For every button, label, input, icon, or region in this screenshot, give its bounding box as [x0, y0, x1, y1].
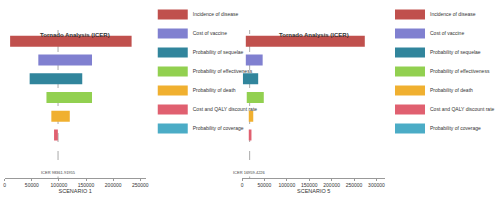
svg-text:Probability of coverage: Probability of coverage [430, 125, 481, 131]
svg-text:Probability of coverage: Probability of coverage [193, 125, 244, 131]
svg-text:300000: 300000 [368, 182, 385, 188]
svg-text:200000: 200000 [105, 182, 122, 188]
svg-text:Probability of effectiveness: Probability of effectiveness [430, 68, 490, 74]
svg-text:ICER 98361.91955: ICER 98361.91955 [41, 170, 76, 175]
svg-text:150000: 150000 [301, 182, 318, 188]
svg-text:250000: 250000 [132, 182, 149, 188]
svg-text:150000: 150000 [78, 182, 95, 188]
svg-text:Probability of death: Probability of death [193, 87, 236, 93]
svg-text:ICER 16959.4226: ICER 16959.4226 [233, 170, 266, 175]
svg-text:Cost of vaccine: Cost of vaccine [430, 30, 464, 36]
svg-text:50000: 50000 [25, 182, 39, 188]
svg-text:Cost of vaccine: Cost of vaccine [193, 30, 227, 36]
svg-text:0: 0 [3, 182, 6, 188]
svg-text:200000: 200000 [323, 182, 340, 188]
svg-text:100000: 100000 [279, 182, 296, 188]
svg-text:Tornado Analysis (ICER): Tornado Analysis (ICER) [40, 32, 110, 38]
svg-text:0: 0 [241, 182, 244, 188]
svg-text:Probability of effectiveness: Probability of effectiveness [193, 68, 253, 74]
svg-text:Probability of death: Probability of death [430, 87, 473, 93]
svg-text:Cost and QALY discount rate: Cost and QALY discount rate [193, 106, 258, 112]
svg-text:SCENARIO 5: SCENARIO 5 [297, 188, 330, 194]
svg-text:Incidence of disease: Incidence of disease [193, 11, 239, 17]
svg-text:Probability of sequelae: Probability of sequelae [430, 49, 481, 55]
svg-text:100000: 100000 [51, 182, 68, 188]
svg-text:50000: 50000 [257, 182, 271, 188]
svg-text:Probability of sequelae: Probability of sequelae [193, 49, 244, 55]
svg-text:250000: 250000 [346, 182, 363, 188]
svg-text:Incidence of disease: Incidence of disease [430, 11, 476, 17]
svg-text:SCENARIO 1: SCENARIO 1 [59, 188, 92, 194]
svg-text:Tornado Analysis (ICER): Tornado Analysis (ICER) [279, 32, 349, 38]
svg-text:Cost and QALY discount rate: Cost and QALY discount rate [430, 106, 495, 112]
